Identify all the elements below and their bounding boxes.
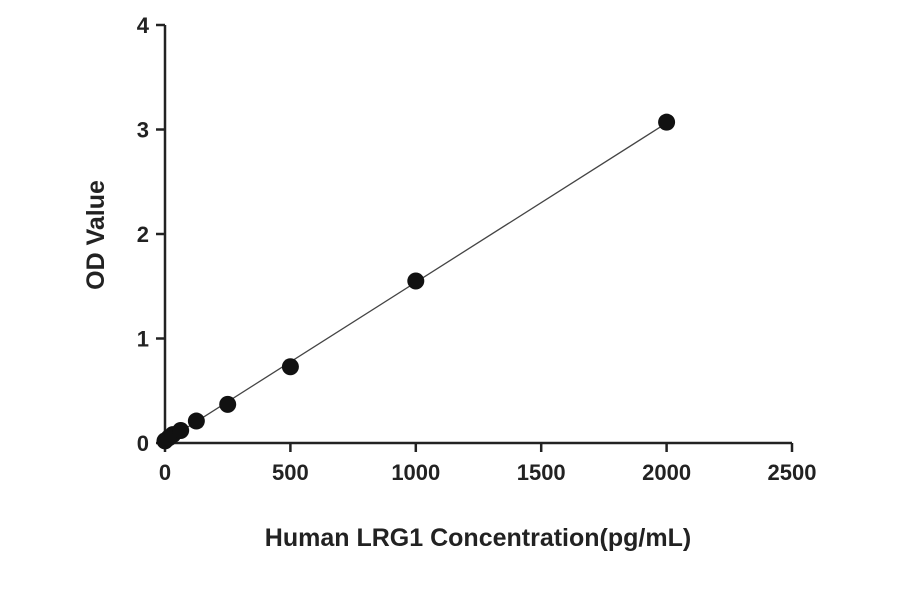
data-point	[187, 412, 205, 430]
x-axis: 0 500 1000 1500 2000 2500	[159, 441, 817, 485]
x-tick-label: 2000	[642, 460, 691, 485]
y-tick-label: 2	[137, 222, 149, 247]
x-tick-label: 1000	[391, 460, 440, 485]
y-tick-label: 3	[137, 118, 149, 143]
x-tick-label: 500	[272, 460, 309, 485]
x-tick-label: 2500	[768, 460, 817, 485]
x-tick-label: 1500	[517, 460, 566, 485]
y-axis-title: OD Value	[82, 180, 110, 290]
data-point	[172, 421, 190, 439]
x-axis-title: Human LRG1 Concentration(pg/mL)	[265, 524, 691, 552]
data-points	[156, 113, 676, 450]
data-point	[281, 358, 299, 376]
data-point	[658, 113, 676, 131]
data-point	[407, 272, 425, 290]
data-point	[219, 395, 237, 413]
y-axis: 0 1 2 3 4	[137, 13, 167, 456]
y-tick-label: 4	[137, 13, 150, 38]
y-tick-label: 1	[137, 327, 149, 352]
x-tick-label: 0	[159, 460, 171, 485]
y-tick-label: 0	[137, 431, 149, 456]
